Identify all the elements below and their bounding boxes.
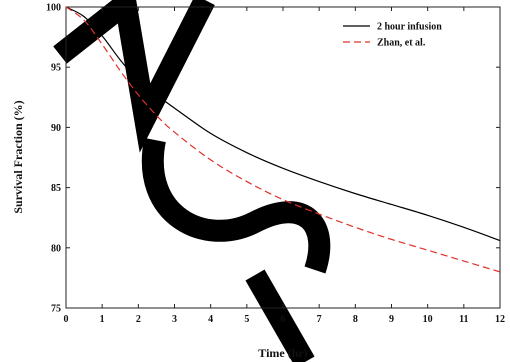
y-tick-label: 95 [51,63,61,74]
x-tick-label: 11 [459,314,468,325]
x-tick-label: 7 [317,314,322,325]
legend-label-zhan-et-al: Zhan, et al. [377,38,426,49]
x-tick-label: 0 [64,314,69,325]
watermark-stroke [142,137,331,274]
y-tick-label: 85 [51,183,61,194]
y-tick-label: 100 [46,3,61,14]
watermark-stroke [245,269,315,362]
legend: 2 hour infusion Zhan, et al. [343,22,442,49]
x-tick-label: 1 [100,314,105,325]
legend-label-2-hour-infusion: 2 hour infusion [377,22,442,33]
x-tick-label: 9 [389,314,394,325]
y-axis-title: Survival Fraction (%) [11,100,25,213]
x-tick-label: 6 [281,314,286,325]
x-axis-title: Time (hr) [258,346,307,360]
x-tick-label: 10 [423,314,433,325]
x-tick-label: 4 [208,314,213,325]
watermark-stroke [53,0,215,153]
x-tick-label: 2 [136,314,141,325]
series-line-zhan-et-al [65,6,501,273]
x-tick-label: 8 [353,314,358,325]
x-tick-label: 12 [495,314,505,325]
x-tick-label: 3 [172,314,177,325]
y-tick-label: 90 [51,123,61,134]
y-tick-label: 80 [51,243,61,254]
y-tick-label: 75 [51,304,61,315]
series-line-2-hour-infusion [65,6,501,242]
series-group [65,6,501,273]
x-tick-label: 5 [244,314,249,325]
